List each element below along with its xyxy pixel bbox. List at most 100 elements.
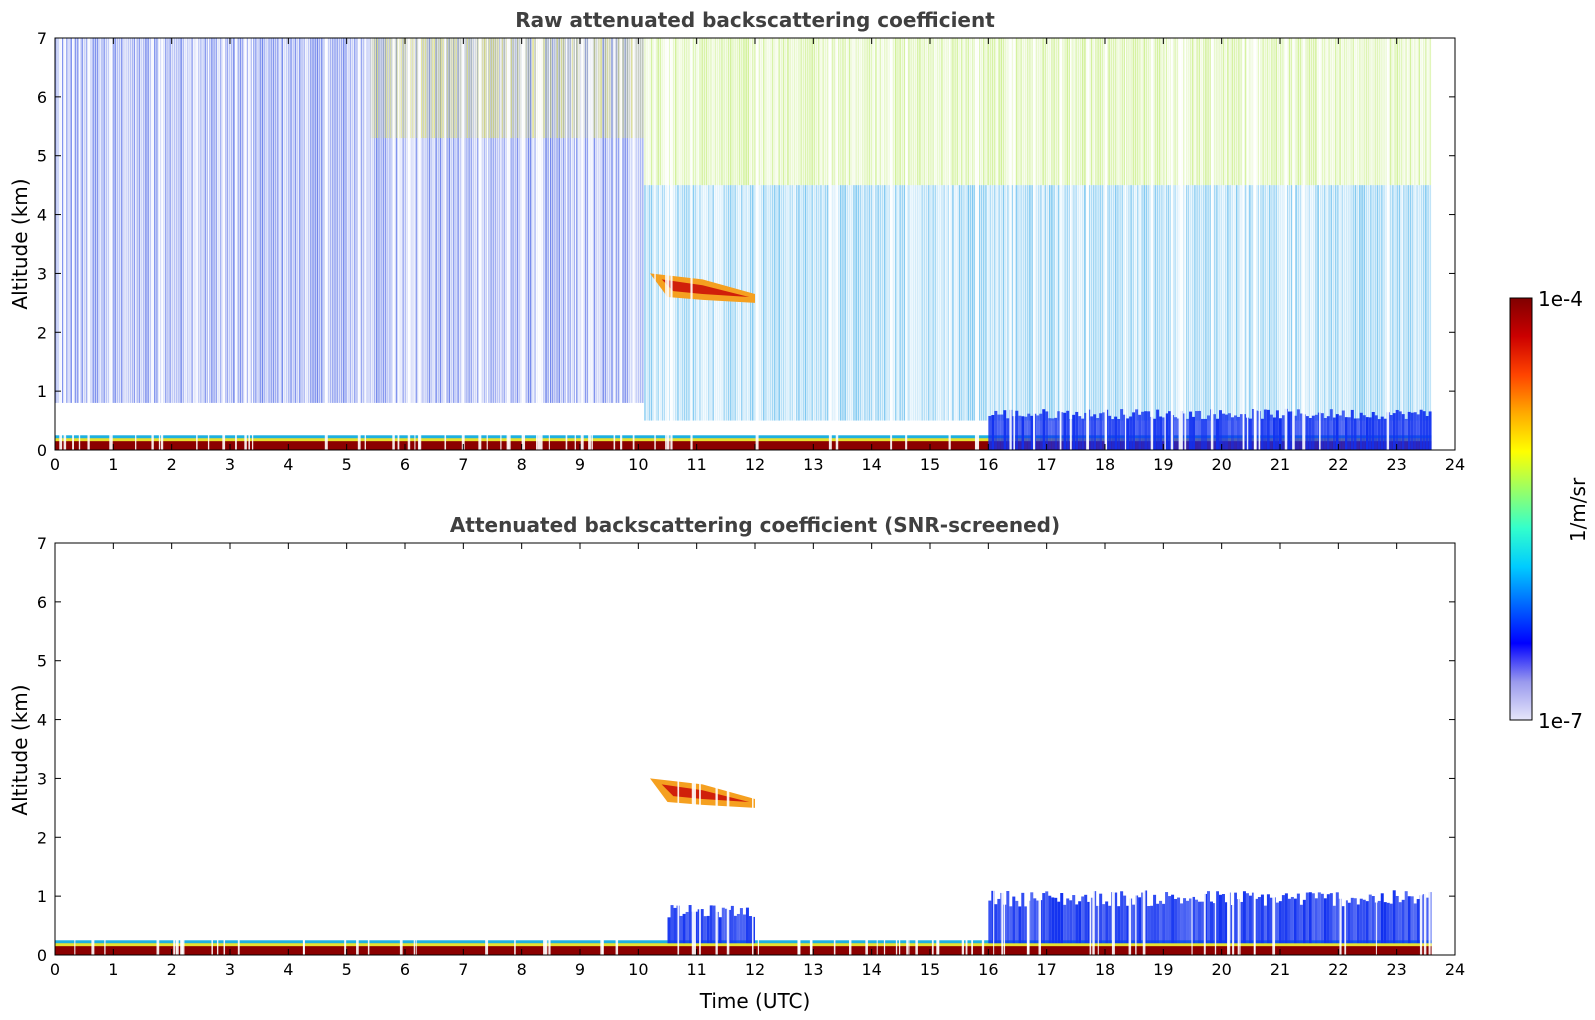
noise-column: [584, 38, 587, 139]
noise-column: [477, 38, 480, 139]
noise-column: [1020, 185, 1022, 421]
gap-column: [1170, 38, 1174, 450]
noise-column: [1244, 38, 1247, 186]
gap-column: [1292, 38, 1295, 450]
noise-column: [910, 38, 912, 186]
x-tick-label: 3: [225, 455, 235, 474]
noise-column: [472, 38, 475, 403]
boundary-layer-column: [673, 907, 677, 944]
noise-column: [1233, 38, 1236, 186]
noise-column: [1084, 185, 1086, 421]
boundary-layer-column: [1150, 905, 1154, 944]
boundary-layer-column: [1099, 413, 1103, 450]
data-region-noise-high: [644, 38, 1432, 186]
noise-column: [257, 38, 259, 403]
noise-column: [1295, 185, 1297, 421]
boundary-layer-column: [1084, 412, 1088, 450]
noise-column: [802, 185, 805, 421]
noise-column: [545, 38, 548, 139]
x-tick-label: 12: [745, 455, 765, 474]
noise-column: [1002, 38, 1005, 186]
gap-column: [948, 38, 951, 450]
gap-column: [110, 38, 113, 450]
boundary-layer-column: [1227, 413, 1231, 450]
noise-column: [806, 38, 809, 186]
noise-column: [646, 38, 648, 186]
noise-column: [782, 185, 785, 421]
noise-column: [985, 38, 987, 186]
noise-column: [1169, 38, 1172, 186]
noise-column: [778, 38, 780, 186]
noise-column: [641, 38, 644, 139]
noise-column: [74, 38, 77, 403]
noise-column: [1266, 185, 1269, 421]
boundary-layer-column: [1311, 893, 1315, 944]
noise-column: [1044, 38, 1047, 186]
noise-column: [450, 38, 453, 403]
noise-column: [683, 38, 686, 186]
noise-column: [182, 38, 185, 403]
noise-column: [1048, 38, 1051, 186]
noise-column: [765, 38, 767, 186]
noise-column: [1418, 185, 1421, 421]
noise-column: [712, 185, 714, 421]
noise-column: [1238, 185, 1240, 421]
noise-column: [1414, 38, 1416, 186]
noise-column: [1134, 38, 1137, 186]
gap-column: [565, 38, 568, 450]
noise-column: [765, 185, 767, 421]
boundary-layer-column: [1147, 906, 1151, 944]
noise-column: [1029, 185, 1031, 421]
boundary-layer-column: [1377, 419, 1381, 450]
noise-column: [1136, 185, 1139, 421]
noise-column: [360, 38, 363, 403]
noise-column: [120, 38, 123, 403]
boundary-layer-column: [1051, 418, 1055, 450]
noise-column: [483, 38, 486, 403]
boundary-layer-column: [1111, 419, 1115, 450]
gap-column: [1089, 543, 1092, 955]
noise-column: [595, 38, 598, 139]
noise-column: [1244, 185, 1247, 421]
gap-column: [413, 543, 415, 955]
noise-column: [883, 185, 886, 421]
noise-column: [1411, 38, 1414, 186]
noise-column: [1128, 185, 1130, 421]
boundary-layer-column: [739, 908, 743, 944]
noise-column: [1200, 38, 1203, 186]
noise-column: [1000, 38, 1003, 186]
noise-column: [314, 38, 317, 403]
noise-column: [1370, 38, 1372, 186]
boundary-layer-column: [1189, 898, 1193, 944]
noise-column: [380, 38, 382, 403]
noise-column: [600, 38, 602, 139]
boundary-layer-column: [1099, 893, 1103, 944]
boundary-layer-column: [1075, 904, 1079, 944]
noise-column: [936, 185, 939, 421]
boundary-layer-column: [1389, 415, 1393, 450]
boundary-layer-column: [997, 414, 1001, 450]
boundary-layer-column: [1057, 901, 1061, 944]
noise-column: [1088, 38, 1091, 186]
noise-column: [606, 38, 609, 403]
x-tick-label: 12: [745, 960, 765, 979]
noise-column: [1073, 185, 1075, 421]
noise-column: [945, 38, 948, 186]
x-tick-label: 2: [167, 455, 177, 474]
noise-column: [925, 185, 928, 421]
noise-column: [617, 38, 620, 403]
noise-column: [1134, 185, 1137, 421]
noise-column: [833, 185, 835, 421]
noise-column: [386, 38, 389, 403]
noise-column: [1024, 185, 1027, 421]
noise-column: [1066, 38, 1069, 186]
gap-column: [961, 543, 965, 955]
noise-column: [815, 38, 818, 186]
heatmap-area: [55, 38, 1455, 450]
noise-column: [712, 38, 714, 186]
boundary-layer-column: [1314, 898, 1318, 944]
noise-column: [793, 38, 796, 186]
no-data-region: [1431, 543, 1455, 955]
boundary-layer-column: [1180, 903, 1184, 944]
boundary-layer-column: [1410, 896, 1414, 944]
